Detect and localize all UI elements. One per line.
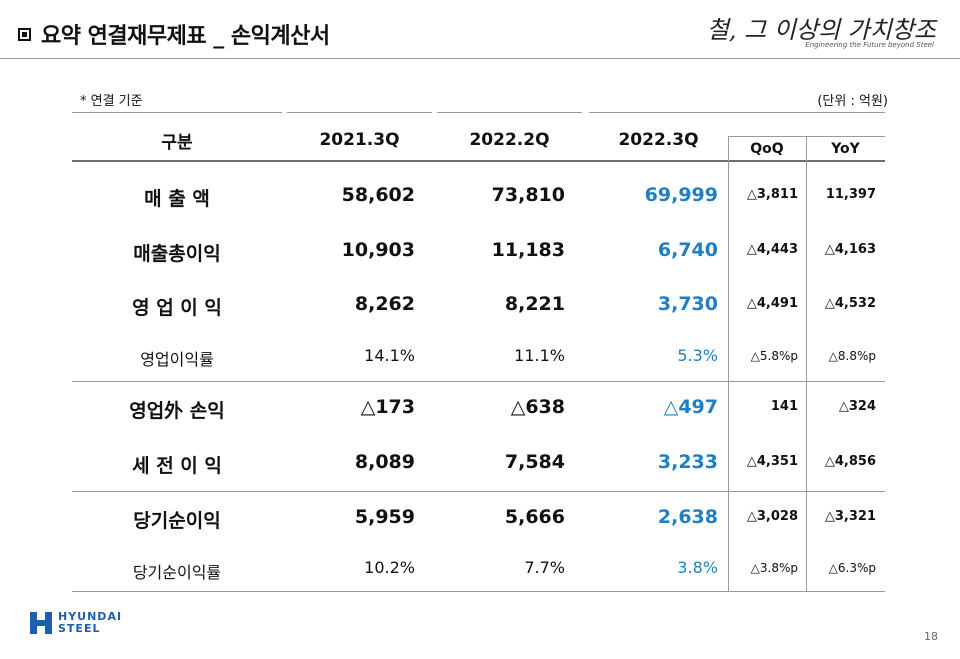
cell-qoq: △4,443: [746, 242, 798, 257]
cell-2021-3q: 10,903: [341, 239, 415, 261]
cell-2022-2q: 7.7%: [524, 558, 565, 577]
cell-yoy: △4,856: [824, 454, 876, 469]
header-top-rule: [437, 112, 582, 113]
cell-2022-3q: 6,740: [657, 239, 718, 261]
cell-2022-3q: 3,233: [657, 451, 718, 473]
cell-2022-2q: 11.1%: [514, 346, 565, 365]
header-2022-3q: 2022.3Q: [618, 130, 699, 150]
cell-qoq: △3,028: [746, 509, 798, 524]
cell-2022-2q: 5,666: [504, 506, 565, 528]
cell-2022-3q: 2,638: [657, 506, 718, 528]
cell-2022-2q: 11,183: [491, 239, 565, 261]
page-title: 요약 연결재무제표 _ 손익계산서: [41, 24, 330, 49]
cell-2022-2q: 8,221: [504, 293, 565, 315]
cell-2021-3q: 10.2%: [364, 558, 415, 577]
unit-note: (단위 : 억원): [817, 94, 888, 109]
row-label-net-margin: 당기순이익률: [132, 563, 222, 582]
cell-2021-3q: △173: [360, 396, 415, 418]
table-bottom-rule: [72, 591, 885, 592]
row-label-non-operating: 영업外 손익: [129, 400, 225, 422]
row-label-net-income: 당기순이익: [133, 510, 221, 532]
slogan-logo: 철, 그 이상의 가치창조 Engineering the Future bey…: [707, 10, 940, 52]
cell-qoq: △4,351: [746, 454, 798, 469]
cell-2022-3q: △497: [663, 396, 718, 418]
slogan-subtext: Engineering the Future beyond Steel: [805, 41, 934, 49]
row-label-operating-profit: 영 업 이 익: [132, 297, 222, 319]
cell-yoy: △4,163: [824, 242, 876, 257]
cell-2022-3q: 3,730: [657, 293, 718, 315]
column-divider: [728, 136, 729, 591]
cell-qoq: △5.8%p: [750, 349, 798, 363]
header-2022-2q: 2022.2Q: [469, 130, 550, 150]
cell-yoy: △4,532: [824, 296, 876, 311]
logo-text-line1: HYUNDAI: [58, 610, 123, 623]
header-qoq: QoQ: [750, 141, 784, 157]
cell-2021-3q: 14.1%: [364, 346, 415, 365]
cell-2022-3q: 5.3%: [677, 346, 718, 365]
cell-2022-2q: △638: [510, 396, 565, 418]
slogan-text: 철, 그 이상의 가치창조: [706, 16, 936, 44]
row-label-gross-profit: 매출총이익: [133, 243, 221, 265]
cell-2022-3q: 3.8%: [677, 558, 718, 577]
header-top-rule: [287, 112, 432, 113]
cell-2021-3q: 5,959: [354, 506, 415, 528]
cell-qoq: △4,491: [746, 296, 798, 311]
header-yoy: YoY: [831, 141, 860, 157]
header-2021-3q: 2021.3Q: [319, 130, 400, 150]
header-bottom-rule: [72, 160, 885, 162]
header-category: 구분: [161, 133, 193, 153]
cell-yoy: △8.8%p: [828, 349, 876, 363]
cell-2021-3q: 58,602: [341, 184, 415, 206]
column-divider: [806, 136, 807, 591]
row-label-sales: 매 출 액: [144, 188, 210, 210]
cell-yoy: △324: [838, 399, 876, 414]
cell-2022-2q: 73,810: [491, 184, 565, 206]
cell-2022-2q: 7,584: [504, 451, 565, 473]
logo-text-line2: STEEL: [58, 622, 101, 635]
cell-qoq: △3.8%p: [750, 561, 798, 575]
company-logo: HYUNDAI STEEL: [28, 610, 122, 636]
cell-qoq: 141: [770, 399, 798, 414]
page-number: 18: [924, 630, 938, 643]
row-label-pretax-income: 세 전 이 익: [132, 455, 222, 477]
hyundai-steel-logo-icon: [28, 610, 54, 636]
title-divider: [0, 58, 960, 59]
cell-qoq: △3,811: [746, 187, 798, 202]
cell-yoy: △6.3%p: [828, 561, 876, 575]
title-bar: 요약 연결재무제표 _ 손익계산서: [18, 14, 330, 54]
cell-2021-3q: 8,089: [354, 451, 415, 473]
section-divider: [72, 381, 885, 382]
cell-2021-3q: 8,262: [354, 293, 415, 315]
header-top-rule: [589, 112, 885, 113]
cell-2022-3q: 69,999: [644, 184, 718, 206]
section-divider: [72, 491, 885, 492]
row-label-operating-margin: 영업이익률: [140, 350, 214, 369]
cell-yoy: △3,321: [824, 509, 876, 524]
header-top-rule: [72, 112, 282, 113]
square-bullet-icon: [18, 27, 31, 41]
cell-yoy: 11,397: [825, 187, 876, 202]
basis-note: * 연결 기준: [80, 94, 143, 109]
